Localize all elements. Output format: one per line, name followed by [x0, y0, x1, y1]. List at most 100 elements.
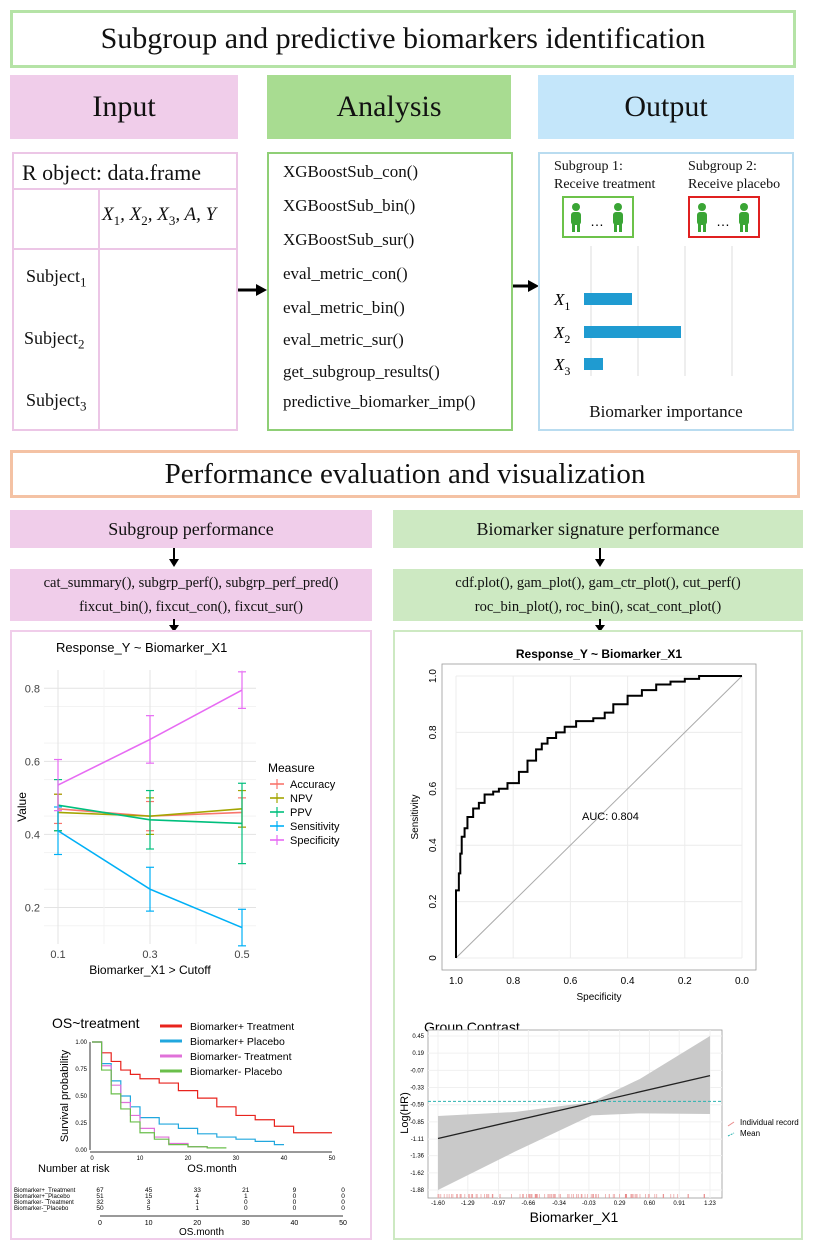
input-header: Input [10, 75, 238, 139]
risk-count: 45 [145, 1187, 153, 1194]
subgroup-performance-label: Subgroup performance [108, 518, 274, 539]
x-tick-label: 0 [90, 1156, 94, 1162]
importance-bar [584, 326, 681, 338]
risk-count: 1 [195, 1205, 199, 1212]
risk-row-label: Biomarker+_Placebo [14, 1194, 71, 1200]
legend-swatch [727, 1132, 735, 1137]
x-tick-label: 0.6 [563, 976, 577, 987]
legend-label: Biomarker+ Placebo [190, 1036, 285, 1048]
risk-count: 0 [293, 1193, 297, 1200]
input-table: R object: data.frame X1, X2, X3, A, Y Su… [12, 152, 238, 431]
analysis-function: predictive_biomarker_imp() [283, 392, 476, 411]
survival-curve [92, 1041, 208, 1148]
input-to-analysis-arrow [238, 284, 267, 296]
analysis-function: XGBoostSub_con() [283, 162, 419, 181]
risk-tick-label: 30 [242, 1220, 250, 1227]
y-axis-label: Sensitivity [410, 794, 421, 839]
analysis-function: XGBoostSub_sur() [283, 230, 415, 249]
survival-curve [92, 1041, 284, 1146]
analysis-function: get_subgroup_results() [283, 362, 440, 381]
x-tick-label: 0.5 [234, 949, 249, 961]
x-tick-label: 0.8 [506, 976, 520, 987]
x-tick-label: 40 [281, 1156, 288, 1162]
risk-tick-label: 20 [193, 1220, 201, 1227]
risk-count: 0 [293, 1205, 297, 1212]
risk-count: 5 [147, 1205, 151, 1212]
analysis-function: XGBoostSub_bin() [283, 196, 416, 215]
risk-count: 0 [341, 1205, 345, 1212]
chart-title: OS~treatment [52, 1015, 140, 1031]
performance-title-box: Performance evaluation and visualization [10, 450, 800, 498]
chart-title: Response_Y ~ Biomarker_X1 [516, 647, 683, 661]
y-tick-label: 0.19 [412, 1051, 424, 1057]
biomarker-functions-box: cdf.plot(), gam_plot(), gam_ctr_plot(), … [393, 569, 803, 621]
subgroup-functions-box: cat_summary(), subgrp_perf(), subgrp_per… [10, 569, 372, 621]
x-tick-label: -1.60 [431, 1201, 445, 1207]
legend-label: Sensitivity [290, 821, 340, 833]
object-label: R object: data.frame [22, 160, 201, 185]
x-tick-label: 0.4 [621, 976, 635, 987]
x-tick-label: -0.34 [552, 1201, 566, 1207]
bar-label: X2 [553, 323, 570, 346]
y-tick-label: 0.4 [25, 829, 40, 841]
down-arrow-icon [595, 619, 605, 632]
x-tick-label: -0.03 [582, 1201, 596, 1207]
roc-curve [455, 675, 742, 958]
risk-count: 33 [194, 1187, 202, 1194]
risk-count: 0 [341, 1199, 345, 1206]
survival-curve [92, 1041, 227, 1149]
risk-tick-label: 40 [291, 1220, 299, 1227]
main-title: Subgroup and predictive biomarkers ident… [100, 22, 706, 55]
importance-bar [584, 293, 632, 305]
x-tick-label: 0.2 [678, 976, 692, 987]
input-table-col-line [98, 188, 100, 429]
analysis-header-label: Analysis [336, 90, 442, 123]
svg-text:…: … [716, 213, 730, 229]
legend-label: Mean [740, 1129, 760, 1138]
variable-columns: X1, X2, X3, A, Y [102, 204, 217, 228]
x-tick-label: 10 [137, 1156, 144, 1162]
y-axis-label: Log(HR) [399, 1092, 411, 1134]
y-axis-label: Survival probability [59, 1049, 71, 1142]
x-axis-label: OS.month [187, 1163, 237, 1175]
y-tick-label: -1.62 [410, 1171, 424, 1177]
output-box: Subgroup 1: Receive treatment Subgroup 2:… [538, 152, 794, 431]
x-tick-label: -0.66 [522, 1201, 536, 1207]
y-tick-label: -0.85 [410, 1120, 424, 1126]
subgroup2-people-icon: … [688, 196, 760, 238]
y-tick-label: 0.45 [412, 1034, 424, 1040]
x-tick-label: 1.0 [449, 976, 463, 987]
risk-count: 21 [242, 1187, 250, 1194]
biomarker-performance-label: Biomarker signature performance [476, 518, 720, 539]
y-tick-label: 0.00 [75, 1148, 87, 1154]
subgroup1-label: Subgroup 1: Receive treatment [554, 159, 656, 192]
subgroup-performance-header: Subgroup performance [10, 510, 372, 548]
legend-label: PPV [290, 807, 313, 819]
down-arrow-icon [595, 548, 605, 567]
roc-curve-chart: Response_Y ~ Biomarker_X1 0 0.2 0.4 0.6 0.8 1.… [410, 647, 757, 1003]
x-tick-label: 1.23 [704, 1201, 716, 1207]
subgroup-plots-panel [10, 630, 372, 1240]
x-tick-label: 0.60 [644, 1201, 656, 1207]
subject-row-2: Subject2 [24, 328, 85, 352]
x-tick-label: 0.29 [614, 1201, 626, 1207]
biomarker-plots-panel [393, 630, 803, 1240]
biomarker-performance-header: Biomarker signature performance [393, 510, 803, 548]
subgroup-performance-chart: Response_Y ~ Biomarker_X1 0.2 0.4 0.6 0.8 0.1… [15, 640, 340, 977]
analysis-function: eval_metric_con() [283, 264, 408, 283]
biomarker-importance-chart: X1 X2 X3 [553, 246, 733, 378]
x-tick-label: 0.91 [673, 1201, 685, 1207]
y-tick-label: 0.25 [75, 1121, 87, 1127]
chart-title: Response_Y ~ Biomarker_X1 [56, 640, 227, 655]
x-axis-label: Specificity [576, 992, 621, 1003]
x-axis-label: Biomarker_X1 [530, 1209, 619, 1225]
risk-count: 9 [293, 1187, 297, 1194]
legend-label: Biomarker- Placebo [190, 1066, 282, 1078]
output-header: Output [538, 75, 794, 139]
biomarker-importance-caption: Biomarker importance [589, 402, 743, 421]
risk-count: 0 [244, 1199, 248, 1206]
analysis-functions-box: XGBoostSub_con() XGBoostSub_bin() XGBoos… [267, 152, 513, 431]
input-table-row-line [14, 248, 236, 250]
x-tick-label: 30 [233, 1156, 240, 1162]
